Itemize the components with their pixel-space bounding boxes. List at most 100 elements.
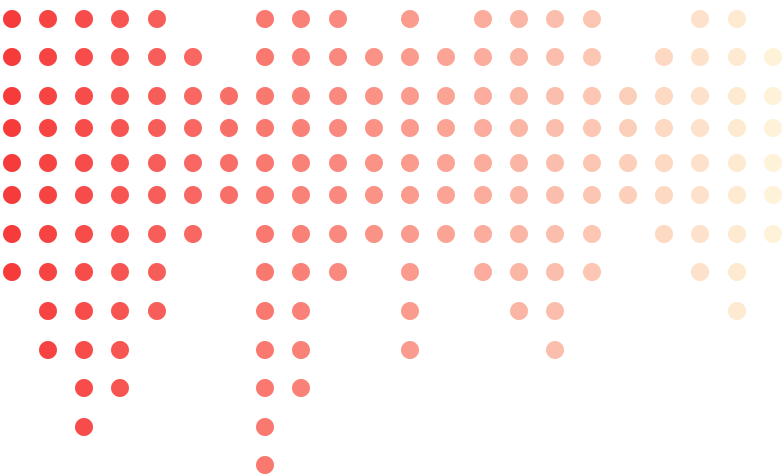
dot [619,119,637,137]
dot [329,154,347,172]
dot [619,87,637,105]
dot [510,10,528,28]
dot [764,87,782,105]
dot [655,186,673,204]
dot [546,87,564,105]
dot [728,10,746,28]
dot [75,418,93,436]
dot [39,48,57,66]
dot [292,119,310,137]
dot [546,186,564,204]
dot [510,87,528,105]
dot [75,302,93,320]
dot [546,119,564,137]
dot [655,225,673,243]
dot [148,119,166,137]
dot [256,186,274,204]
dot [111,10,129,28]
dot [728,186,746,204]
dot [365,154,383,172]
dot [764,48,782,66]
dot [764,225,782,243]
dot [111,87,129,105]
dot [691,119,709,137]
dot [184,87,202,105]
dot [401,119,419,137]
dot [3,87,21,105]
dot [764,119,782,137]
dot [510,154,528,172]
dot [546,263,564,281]
dot [75,263,93,281]
dot [329,10,347,28]
dot [510,263,528,281]
dot [546,341,564,359]
dot [546,225,564,243]
dot [39,154,57,172]
dot [3,10,21,28]
dot [655,87,673,105]
dot [583,263,601,281]
dot [111,119,129,137]
dot [329,225,347,243]
dot [256,379,274,397]
dot [401,225,419,243]
dot [75,379,93,397]
dot [256,263,274,281]
dot [510,186,528,204]
dot [546,48,564,66]
dot [583,154,601,172]
dot [184,186,202,204]
dot [546,10,564,28]
dot [510,48,528,66]
dot [75,10,93,28]
dot [148,186,166,204]
dot [728,87,746,105]
dot [329,186,347,204]
dot [292,87,310,105]
dot [329,87,347,105]
dot [474,263,492,281]
dot [401,87,419,105]
dot [75,87,93,105]
dot [764,154,782,172]
dot [583,225,601,243]
dot [220,87,238,105]
dot [401,10,419,28]
dot [583,119,601,137]
dot [256,87,274,105]
dot [111,263,129,281]
dot [39,10,57,28]
dot [3,225,21,243]
dot [184,225,202,243]
dot [691,263,709,281]
dot [39,302,57,320]
dot [292,154,310,172]
dot [256,225,274,243]
dot [111,225,129,243]
dot [111,341,129,359]
dot [39,186,57,204]
dot [292,263,310,281]
dot [474,154,492,172]
dot [111,186,129,204]
dot [474,225,492,243]
dot [401,263,419,281]
dot [39,263,57,281]
dot [329,119,347,137]
dot [220,154,238,172]
dot [691,48,709,66]
dot [3,263,21,281]
dot [148,302,166,320]
dot [111,379,129,397]
dot [691,87,709,105]
dot [3,48,21,66]
dot [583,48,601,66]
dot [437,154,455,172]
dot [256,456,274,474]
dot [437,225,455,243]
dot [256,302,274,320]
dot [75,119,93,137]
dot [148,225,166,243]
